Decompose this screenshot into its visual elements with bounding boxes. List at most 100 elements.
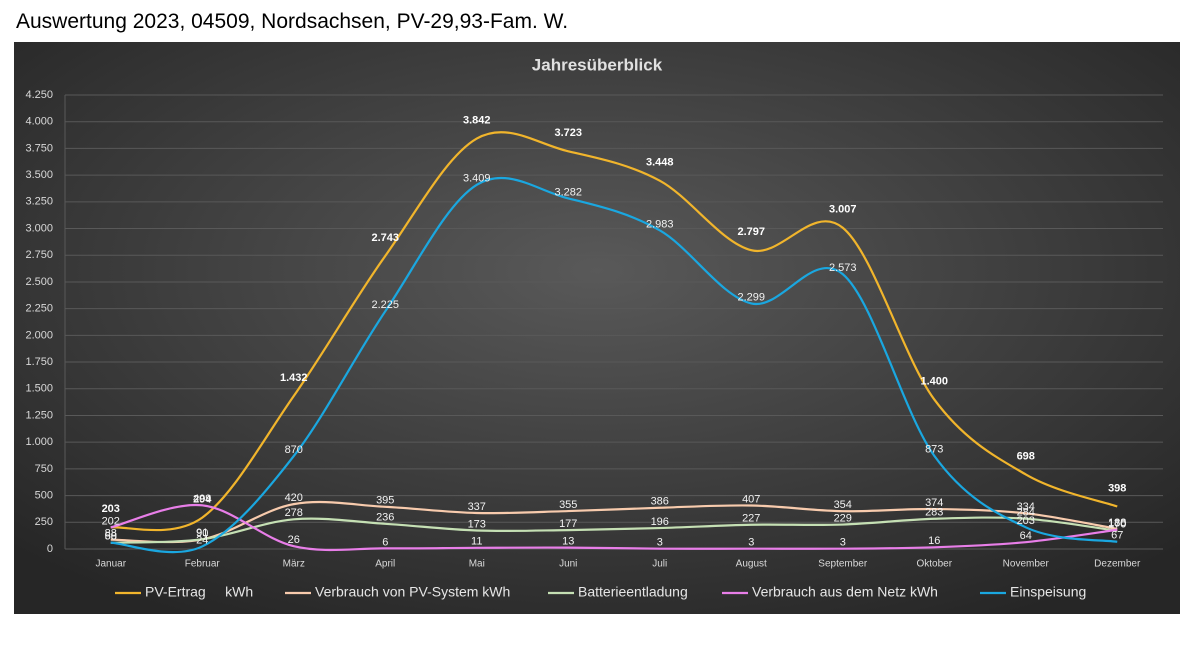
y-tick-label: 2.500	[25, 276, 53, 288]
data-label: 283	[925, 507, 943, 519]
data-label: 90	[196, 527, 208, 539]
data-label: 203	[102, 503, 120, 515]
data-label: 173	[468, 518, 486, 530]
data-label: 227	[742, 513, 760, 525]
data-label: 407	[742, 493, 760, 505]
y-tick-label: 3.000	[25, 222, 53, 234]
data-label: 26	[288, 534, 300, 546]
series-line	[110, 516, 1118, 544]
data-label: 202	[102, 515, 120, 527]
chart-area	[14, 42, 1180, 614]
x-tick-label: Februar	[185, 559, 221, 570]
data-label: 3.842	[463, 114, 491, 126]
data-label: 337	[468, 501, 486, 513]
legend-label: Verbrauch aus dem Netz kWh	[752, 584, 938, 600]
data-label: 2.797	[737, 226, 765, 238]
data-label: 229	[834, 512, 852, 524]
data-label: 374	[925, 497, 943, 509]
data-label: 180	[1108, 518, 1126, 530]
x-tick-label: November	[1003, 559, 1050, 570]
x-tick-label: Mai	[469, 559, 485, 570]
data-label: 2.225	[371, 299, 399, 311]
chart-title: Jahresüberblick	[532, 55, 663, 74]
data-label: 6	[382, 536, 388, 548]
x-tick-label: Juli	[652, 559, 667, 570]
y-tick-label: 1.250	[25, 409, 53, 421]
data-label: 3.007	[829, 204, 857, 216]
series-line	[110, 176, 1118, 554]
data-label: 236	[376, 512, 394, 524]
data-label: 88	[105, 528, 117, 540]
data-label: 16	[928, 535, 940, 547]
data-label: 91	[196, 527, 208, 539]
legend-label: PV-Ertrag kWh	[145, 584, 253, 600]
data-label: 64	[1020, 530, 1032, 542]
legend-label: Batterieentladung	[578, 584, 688, 600]
y-tick-label: 1.500	[25, 383, 53, 395]
y-tick-label: 1.750	[25, 356, 53, 368]
page-title: Auswertung 2023, 04509, Nordsachsen, PV-…	[16, 10, 569, 33]
x-tick-label: September	[818, 559, 868, 570]
data-label: 2.573	[829, 262, 857, 274]
series-line	[110, 500, 1118, 544]
data-label: 284	[1017, 507, 1035, 519]
series-line	[110, 131, 1118, 532]
y-tick-label: 2.000	[25, 329, 53, 341]
data-label: 170	[1108, 519, 1126, 531]
y-tick-label: 500	[35, 489, 53, 501]
data-label: 60	[105, 530, 117, 542]
data-label: 355	[559, 499, 577, 511]
x-tick-label: Dezember	[1094, 559, 1141, 570]
data-label: 698	[1017, 450, 1035, 462]
y-tick-label: 2.250	[25, 303, 53, 315]
data-label: 386	[651, 496, 669, 508]
data-label: 13	[562, 536, 574, 548]
x-tick-label: August	[736, 559, 767, 570]
data-label: 3.448	[646, 157, 674, 169]
data-label: 3	[657, 537, 663, 549]
y-tick-label: 750	[35, 463, 53, 475]
y-tick-label: 250	[35, 516, 53, 528]
y-tick-label: 1.000	[25, 436, 53, 448]
data-label: 334	[1017, 501, 1035, 513]
data-label: 1.432	[280, 372, 308, 384]
data-label: 24	[196, 534, 208, 546]
data-label: 3	[840, 537, 846, 549]
data-label: 294	[193, 494, 212, 506]
data-label: 873	[925, 444, 943, 456]
x-tick-label: Oktober	[916, 559, 952, 570]
y-tick-label: 0	[47, 543, 53, 555]
y-tick-label: 3.750	[25, 142, 53, 154]
data-label: 3	[748, 537, 754, 549]
data-label: 177	[559, 518, 577, 530]
data-label: 398	[1108, 482, 1126, 494]
data-label: 1.400	[920, 375, 948, 387]
y-tick-label: 4.250	[25, 89, 53, 101]
data-label: 3.723	[554, 127, 582, 139]
legend-label: Einspeisung	[1010, 584, 1086, 600]
data-label: 420	[285, 492, 303, 504]
data-label: 278	[285, 507, 303, 519]
y-tick-label: 3.250	[25, 196, 53, 208]
data-label: 2.743	[371, 232, 399, 244]
x-tick-label: Juni	[559, 559, 577, 570]
data-label: 2.983	[646, 218, 674, 230]
data-label: 203	[1017, 515, 1035, 527]
legend-label: Verbrauch von PV-System kWh	[315, 584, 510, 600]
data-label: 2.299	[737, 291, 765, 303]
y-tick-label: 3.500	[25, 169, 53, 181]
data-label: 870	[285, 444, 303, 456]
data-label: 3.409	[463, 173, 491, 185]
x-tick-label: Januar	[95, 559, 126, 570]
data-label: 354	[834, 499, 852, 511]
data-label: 409	[193, 493, 211, 505]
data-label: 58	[105, 531, 117, 543]
series-line	[110, 503, 1118, 552]
data-label: 11	[471, 536, 482, 548]
data-label: 395	[376, 495, 394, 507]
data-label: 196	[651, 516, 669, 528]
data-label: 3.282	[554, 186, 582, 198]
data-label: 67	[1111, 530, 1123, 542]
x-tick-label: März	[283, 559, 305, 570]
